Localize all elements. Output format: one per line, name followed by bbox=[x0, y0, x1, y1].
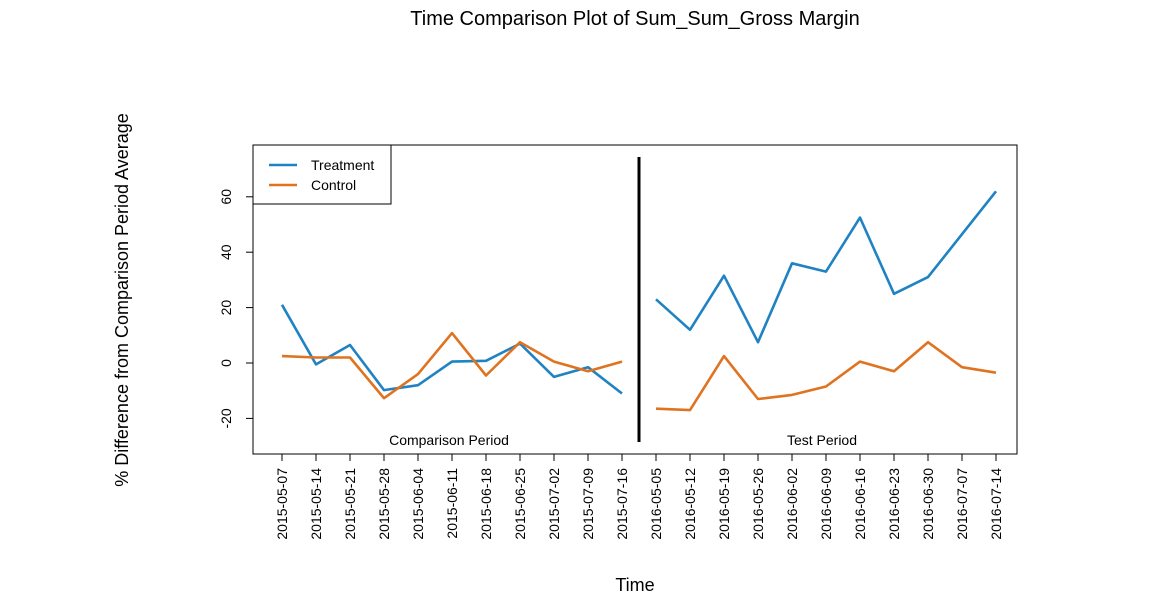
x-tick-label: 2016-05-12 bbox=[682, 468, 698, 540]
series-line-treatment bbox=[655, 190, 998, 344]
legend: Treatment Control bbox=[252, 144, 392, 205]
x-tick-label: 2016-07-07 bbox=[954, 468, 970, 540]
series-line-control bbox=[655, 340, 997, 412]
x-tick-label: 2015-07-09 bbox=[580, 468, 596, 540]
series-control bbox=[281, 331, 997, 412]
x-tick-label: 2016-06-09 bbox=[818, 468, 834, 540]
y-axis-label: % Difference from Comparison Period Aver… bbox=[112, 113, 132, 487]
y-tick-label: 0 bbox=[218, 359, 234, 367]
x-tick-label: 2016-06-30 bbox=[920, 468, 936, 540]
y-tick-label: 40 bbox=[218, 244, 234, 260]
series-line-control bbox=[281, 331, 623, 400]
period-label: Comparison Period bbox=[389, 432, 509, 448]
legend-label-control: Control bbox=[311, 177, 356, 193]
period-label: Test Period bbox=[787, 432, 857, 448]
y-axis: -20 0 20 40 60 bbox=[218, 189, 254, 429]
x-tick-label: 2015-06-04 bbox=[410, 468, 426, 540]
x-tick-label: 2016-05-26 bbox=[750, 468, 766, 540]
x-tick-label: 2015-05-14 bbox=[308, 468, 324, 540]
x-tick-label: 2016-07-14 bbox=[988, 468, 1004, 540]
series-layer bbox=[280, 190, 998, 412]
x-tick-label: 2015-06-18 bbox=[478, 468, 494, 540]
x-tick-label: 2015-05-28 bbox=[376, 468, 392, 540]
x-tick-label: 2015-06-11 bbox=[444, 468, 460, 539]
series-line-treatment bbox=[280, 304, 623, 395]
series-treatment bbox=[280, 190, 998, 395]
chart-title: Time Comparison Plot of Sum_Sum_Gross Ma… bbox=[410, 8, 859, 30]
x-tick-label: 2016-05-05 bbox=[648, 468, 664, 540]
x-tick-label: 2015-05-07 bbox=[274, 468, 290, 540]
x-tick-label: 2015-07-16 bbox=[614, 468, 630, 540]
y-tick-label: -20 bbox=[218, 408, 234, 428]
x-axis-label: Time bbox=[615, 575, 654, 595]
x-tick-label: 2015-06-25 bbox=[512, 468, 528, 540]
x-tick-label: 2016-06-16 bbox=[852, 468, 868, 540]
y-tick-label: 60 bbox=[218, 189, 234, 205]
x-tick-label: 2016-06-23 bbox=[886, 468, 902, 540]
x-tick-label: 2016-05-19 bbox=[716, 468, 732, 540]
period-labels: Comparison Period Test Period bbox=[389, 432, 857, 448]
legend-label-treatment: Treatment bbox=[311, 157, 374, 173]
x-tick-label: 2015-07-02 bbox=[546, 468, 562, 540]
x-tick-label: 2016-06-02 bbox=[784, 468, 800, 540]
y-tick-label: 20 bbox=[218, 300, 234, 316]
x-axis: 2015-05-07 2015-05-14 2015-05-21 2015-05-28… bbox=[274, 453, 1004, 540]
x-tick-label: 2015-05-21 bbox=[342, 468, 358, 540]
legend-box bbox=[252, 144, 392, 205]
